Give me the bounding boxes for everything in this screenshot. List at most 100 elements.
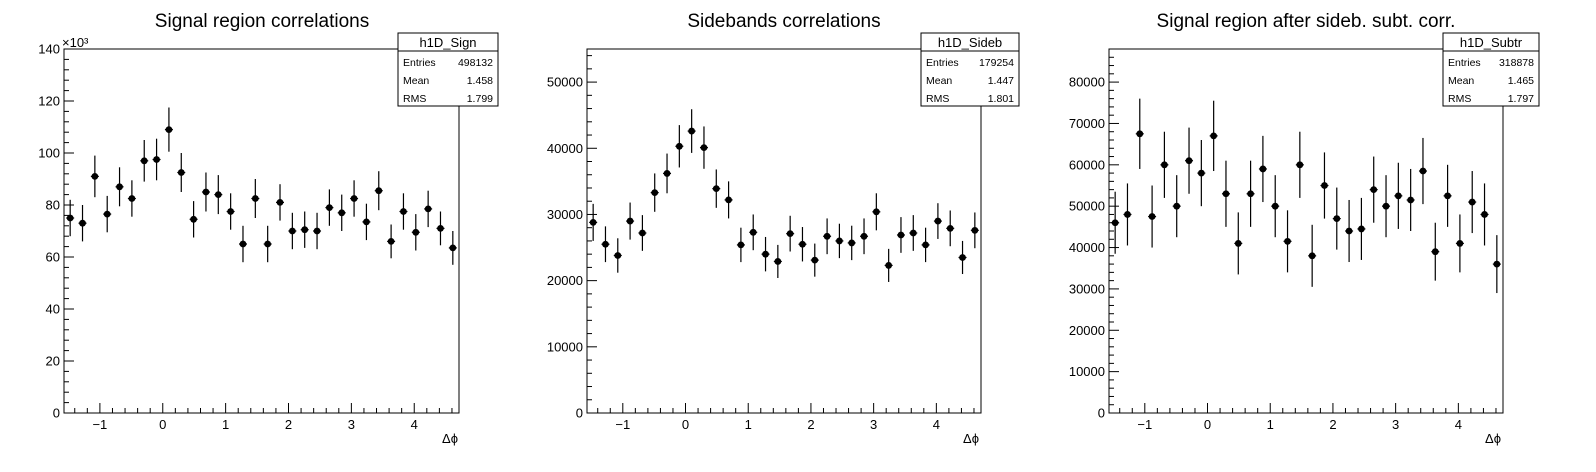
x-tick-label: 1: [745, 417, 752, 432]
data-point: [313, 212, 322, 250]
data-marker: [1259, 165, 1267, 173]
data-marker: [338, 209, 346, 217]
data-marker: [885, 262, 893, 269]
data-point: [1283, 210, 1292, 273]
x-tick-label: 2: [285, 417, 292, 432]
stats-value: 1.801: [988, 93, 1014, 105]
data-point: [1480, 183, 1489, 246]
data-point: [909, 215, 918, 251]
data-point: [847, 225, 856, 261]
y-tick-label: 70000: [1069, 116, 1105, 131]
data-point: [127, 180, 136, 217]
y-tick-label: 40000: [1069, 240, 1105, 255]
data-marker: [79, 219, 86, 227]
data-point: [164, 107, 173, 152]
data-marker: [1185, 157, 1193, 165]
stats-box: h1D_Sign Entries 498132 Mean 1.458 RMS 1.799: [397, 32, 499, 107]
data-point: [761, 236, 770, 272]
data-point: [601, 226, 610, 263]
data-marker: [700, 144, 708, 152]
data-marker: [1345, 227, 1353, 235]
data-marker: [313, 227, 321, 235]
data-point: [226, 193, 235, 230]
stats-label: Entries: [926, 57, 959, 69]
data-point: [374, 171, 383, 211]
data-marker: [1444, 192, 1451, 200]
data-marker: [626, 217, 634, 225]
y-tick-label: 100: [38, 146, 60, 161]
data-point: [1172, 175, 1181, 238]
data-marker: [774, 258, 782, 265]
data-marker: [190, 215, 198, 223]
data-marker: [363, 218, 370, 226]
data-marker: [1321, 182, 1328, 189]
data-marker: [848, 239, 856, 247]
data-point: [810, 243, 819, 277]
x-tick-label: −1: [615, 417, 630, 432]
x-tick-label: 4: [1455, 417, 1462, 432]
data-point: [946, 210, 955, 247]
data-marker: [922, 241, 929, 249]
data-marker: [1431, 248, 1439, 256]
y-tick-label: 40: [46, 302, 60, 317]
data-point: [1295, 131, 1304, 198]
data-marker: [1358, 225, 1365, 233]
y-tick-label: 30000: [547, 207, 583, 222]
y-tick-label: 0: [1098, 406, 1105, 421]
data-marker: [1136, 130, 1144, 138]
data-point: [399, 193, 408, 230]
data-marker: [288, 227, 296, 235]
stats-value: 179254: [979, 57, 1014, 69]
panel-1: Signal region correlations02040608010012…: [38, 11, 499, 446]
data-marker: [1247, 190, 1254, 198]
data-point: [411, 214, 420, 251]
data-point: [663, 153, 672, 194]
stats-value: 1.797: [1508, 93, 1534, 105]
data-marker: [602, 240, 609, 248]
data-marker: [301, 226, 309, 234]
data-point: [896, 217, 905, 253]
x-axis-label: Δϕ: [1485, 431, 1501, 446]
data-marker: [786, 230, 794, 238]
stats-value: 1.799: [467, 93, 493, 105]
data-marker: [449, 244, 457, 252]
y-tick-label: 20000: [547, 273, 583, 288]
y-axis-multiplier: ×10³: [62, 35, 89, 50]
data-marker: [91, 173, 99, 180]
data-marker: [1234, 240, 1242, 247]
data-point: [699, 126, 708, 169]
stats-title: h1D_Subtr: [1460, 35, 1523, 50]
data-marker: [116, 183, 123, 191]
data-point: [201, 172, 210, 212]
chart-title: Sidebands correlations: [687, 11, 880, 32]
y-tick-label: 50000: [547, 75, 583, 90]
data-point: [300, 211, 309, 248]
x-tick-label: 0: [159, 417, 166, 432]
y-tick-label: 0: [53, 406, 60, 421]
stats-box-frame: [1442, 32, 1540, 107]
data-point: [1258, 135, 1267, 203]
data-point: [823, 218, 832, 255]
data-point: [1418, 137, 1427, 205]
data-marker: [860, 232, 868, 240]
data-marker: [663, 170, 671, 177]
data-point: [724, 181, 733, 219]
stats-label: RMS: [1448, 93, 1471, 105]
data-marker: [140, 157, 148, 165]
data-marker: [639, 229, 646, 237]
data-marker: [165, 126, 173, 133]
stats-title: h1D_Sign: [419, 35, 476, 50]
data-marker: [66, 214, 74, 222]
data-point: [786, 215, 795, 252]
data-point: [970, 212, 979, 249]
y-tick-label: 10000: [1069, 364, 1105, 379]
data-point: [276, 184, 285, 221]
stats-box: h1D_Sideb Entries 179254 Mean 1.447 RMS 1.801: [920, 32, 1020, 107]
data-point: [90, 155, 99, 198]
data-marker: [1407, 196, 1415, 204]
x-tick-label: 3: [348, 417, 355, 432]
x-tick-label: 2: [807, 417, 814, 432]
data-marker: [375, 187, 383, 195]
data-marker: [1333, 215, 1341, 222]
data-marker: [589, 218, 597, 226]
